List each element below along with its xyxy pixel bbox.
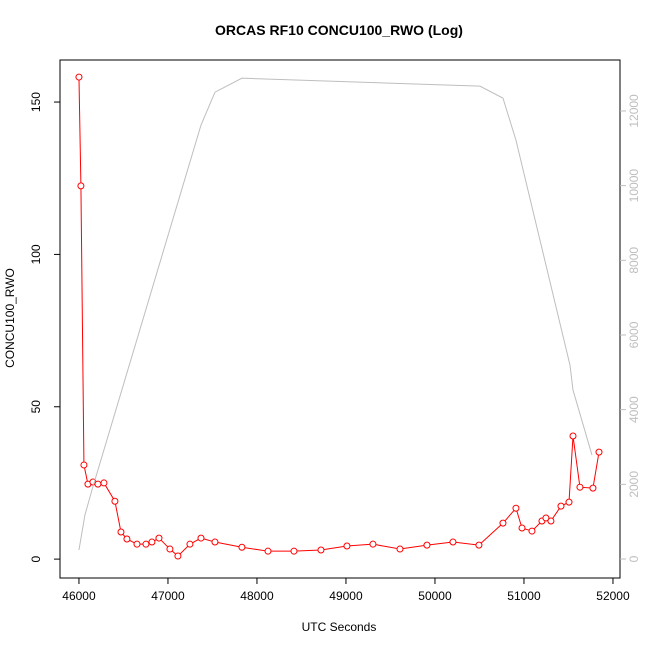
data-point <box>142 540 150 548</box>
x-tick-label: 51000 <box>507 589 541 603</box>
data-point <box>343 542 351 550</box>
data-point <box>576 483 584 491</box>
data-point <box>100 479 108 487</box>
data-point <box>94 480 102 488</box>
data-point <box>512 504 520 512</box>
data-point <box>369 540 377 548</box>
data-point <box>80 461 88 469</box>
series-line <box>78 77 593 551</box>
chart-title: ORCAS RF10 CONCU100_RWO (Log) <box>215 22 463 38</box>
y2-tick-label: 12000 <box>627 94 641 128</box>
data-point <box>396 545 404 553</box>
data-point <box>211 538 219 546</box>
data-point <box>449 538 457 546</box>
data-point <box>166 545 174 553</box>
data-point <box>569 432 577 440</box>
x-tick-label: 47000 <box>151 589 185 603</box>
data-point <box>264 547 272 555</box>
y-tick-label: 50 <box>29 400 43 414</box>
data-point <box>423 541 431 549</box>
y2-tick-label: 10000 <box>627 169 641 203</box>
data-point <box>117 528 125 536</box>
data-point <box>133 540 141 548</box>
x-axis-label: UTC Seconds <box>302 620 377 634</box>
y2-tick-label: 4000 <box>627 396 641 423</box>
x-tick-label: 52000 <box>596 589 630 603</box>
y-tick-label: 100 <box>29 244 43 264</box>
y-tick-label: 150 <box>29 92 43 112</box>
x-tick-label: 50000 <box>418 589 452 603</box>
series-line <box>78 77 600 557</box>
x-tick-label: 48000 <box>240 589 274 603</box>
y-tick-label: 0 <box>29 555 43 562</box>
y2-tick-label: 6000 <box>627 321 641 348</box>
y2-tick-label: 0 <box>627 555 641 562</box>
data-point <box>557 502 565 510</box>
data-point <box>155 534 163 542</box>
data-point <box>528 527 536 535</box>
data-point <box>290 547 298 555</box>
data-point <box>174 552 182 560</box>
y2-tick-label: 8000 <box>627 247 641 274</box>
data-point <box>238 543 246 551</box>
data-point <box>148 538 156 546</box>
data-point <box>595 448 603 456</box>
y-axis-label: CONCU100_RWO <box>3 268 17 368</box>
data-point <box>518 524 526 532</box>
x-tick-label: 46000 <box>62 589 96 603</box>
x-tick-label: 49000 <box>329 589 363 603</box>
plot-frame <box>59 59 621 579</box>
data-point <box>77 182 85 190</box>
y2-tick-label: 2000 <box>627 471 641 498</box>
data-point <box>186 540 194 548</box>
data-point <box>499 519 507 527</box>
data-point <box>111 497 119 505</box>
data-point <box>197 534 205 542</box>
data-point <box>589 484 597 492</box>
data-point <box>317 546 325 554</box>
data-point <box>123 535 131 543</box>
data-point <box>75 73 83 81</box>
data-point <box>475 541 483 549</box>
data-point <box>565 498 573 506</box>
data-point <box>547 517 555 525</box>
data-point <box>542 514 550 522</box>
